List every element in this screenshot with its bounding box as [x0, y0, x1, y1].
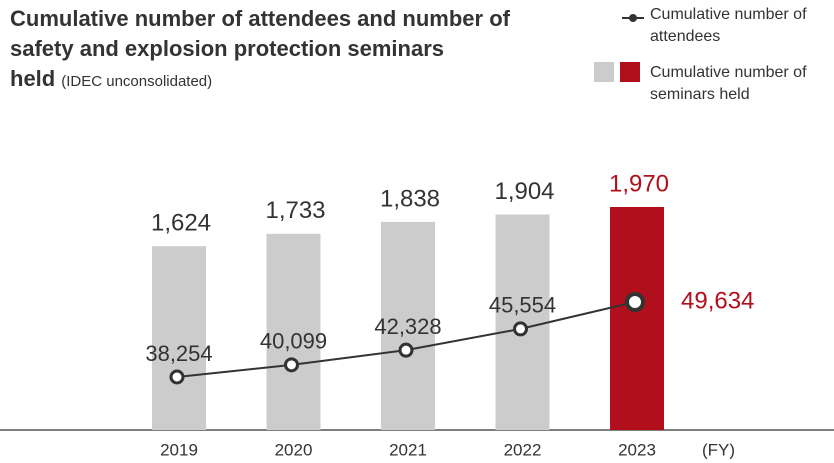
- x-tick-label: 2019: [160, 440, 198, 459]
- line-value-label: 49,634: [681, 287, 754, 314]
- bar-value-label: 1,624: [151, 210, 211, 237]
- x-tick-label: 2021: [389, 440, 427, 459]
- legend-bar-label: Cumulative number of seminars held: [650, 64, 807, 103]
- line-point: [513, 321, 528, 337]
- line-value-label: 38,254: [145, 341, 212, 366]
- bar: [266, 233, 321, 430]
- bar-value-label: 1,733: [265, 197, 325, 224]
- line-point: [169, 369, 185, 385]
- chart-title: Cumulative number of attendees and numbe…: [10, 6, 510, 91]
- bar-value-label: 1,970: [609, 170, 669, 197]
- line-value-label: 45,554: [489, 293, 556, 318]
- x-tick-label: 2020: [275, 440, 313, 459]
- x-tick-label: 2022: [504, 440, 542, 459]
- chart-title-block: Cumulative number of attendees and numbe…: [10, 4, 520, 97]
- chart-subtitle: (IDEC unconsolidated): [61, 73, 213, 90]
- legend-line-label: Cumulative number of attendees: [650, 6, 807, 45]
- line-point: [398, 342, 414, 358]
- bar: [381, 221, 435, 430]
- bar-value-label: 1,904: [494, 178, 554, 205]
- legend-gray-swatch: [594, 62, 614, 82]
- line-point: [284, 357, 299, 373]
- bar: [610, 207, 664, 430]
- bar-value-label: 1,838: [380, 185, 440, 212]
- line-point: [625, 292, 645, 312]
- x-unit: (FY): [702, 440, 735, 459]
- x-tick-label: 2023: [618, 440, 656, 459]
- legend-dot-icon: [629, 14, 637, 22]
- bar: [152, 246, 206, 430]
- line-value-label: 40,099: [260, 329, 327, 354]
- line-value-label: 42,328: [374, 314, 441, 339]
- legend-red-swatch: [620, 62, 640, 82]
